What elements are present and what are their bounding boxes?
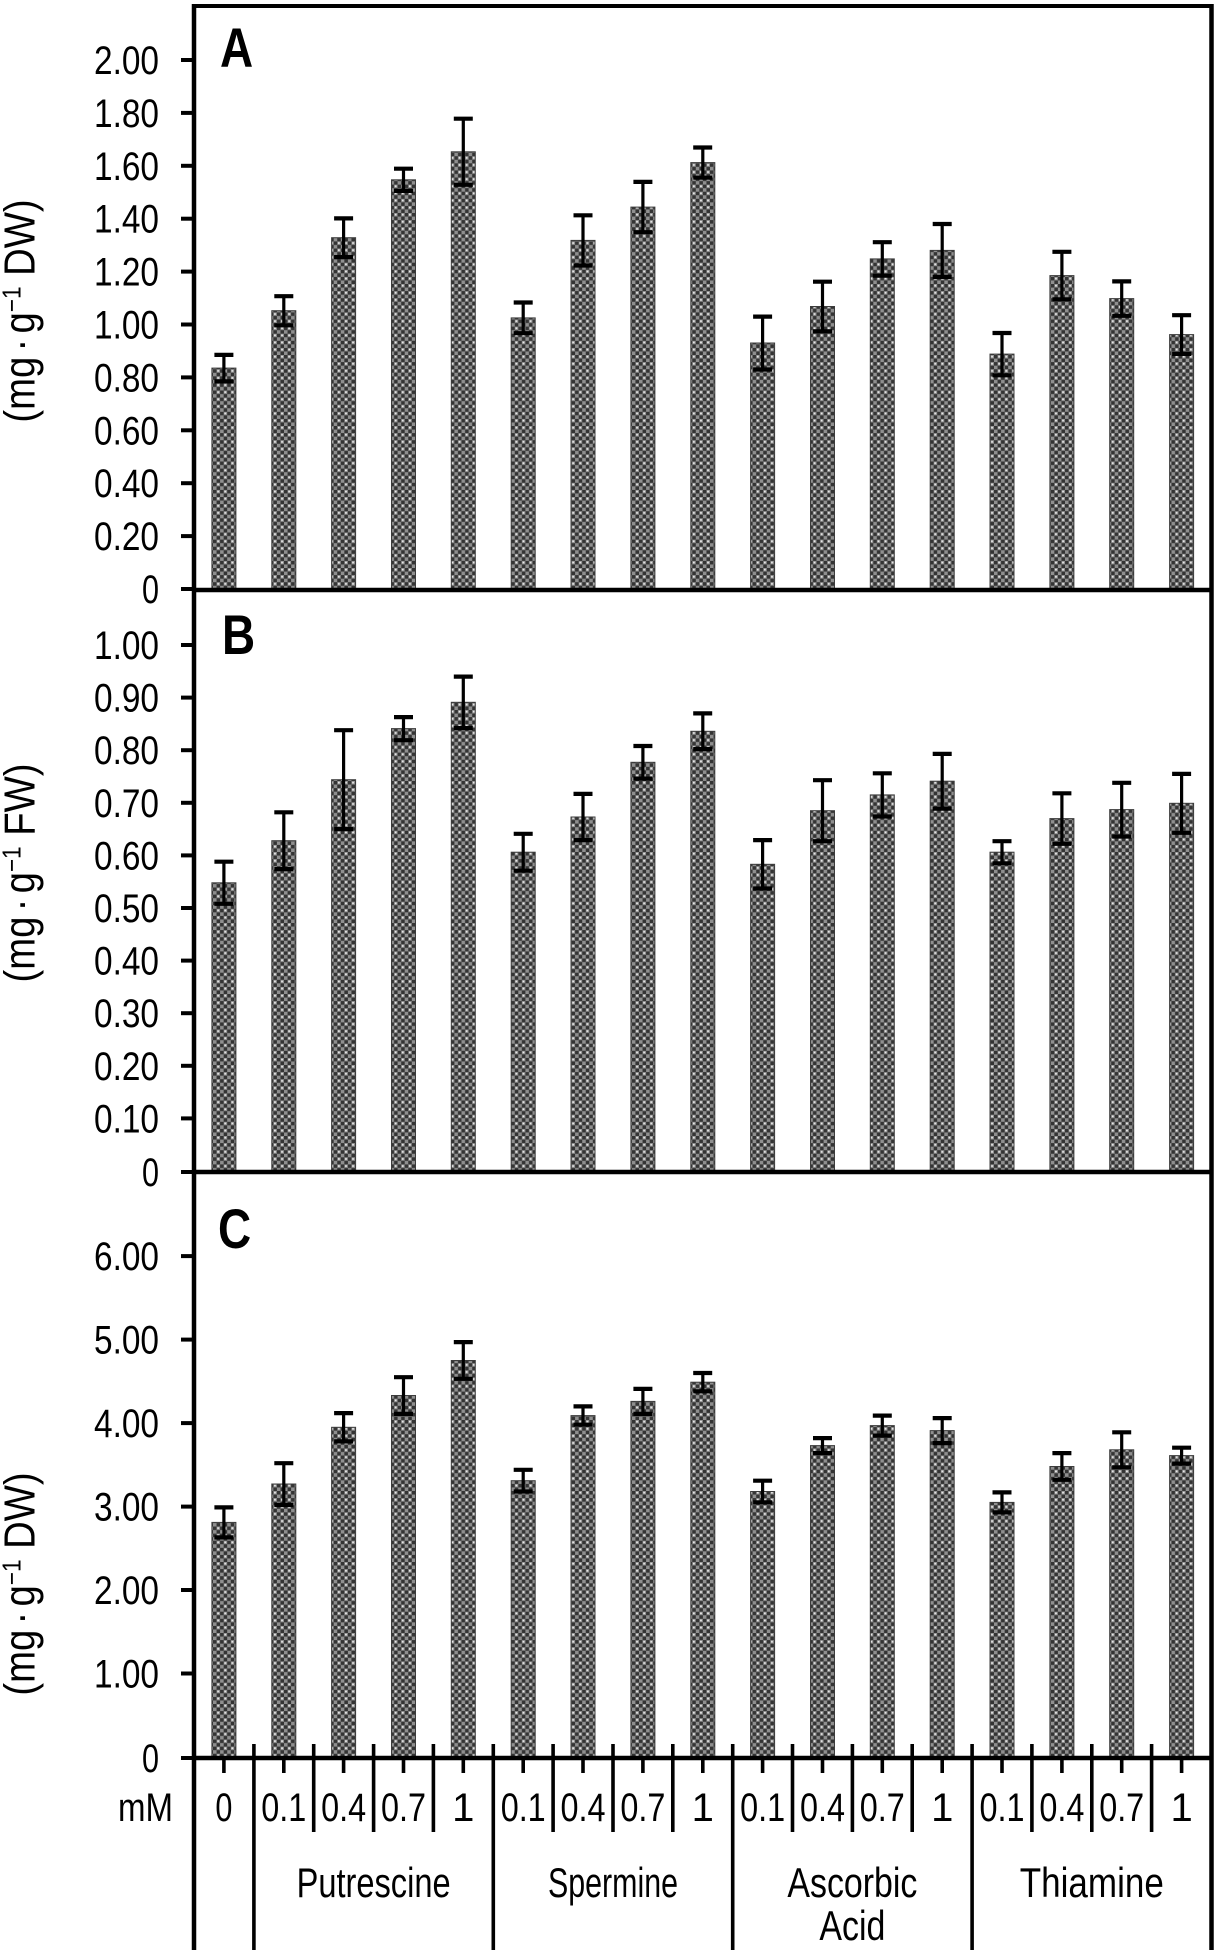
svg-text:1.00: 1.00 — [94, 1653, 159, 1697]
svg-text:0.4: 0.4 — [561, 1786, 606, 1830]
svg-text:0: 0 — [142, 1737, 159, 1781]
svg-text:0.7: 0.7 — [620, 1786, 665, 1830]
svg-text:0.70: 0.70 — [94, 782, 159, 826]
svg-text:0.10: 0.10 — [94, 1097, 159, 1141]
svg-text:6.00: 6.00 — [94, 1235, 159, 1279]
svg-text:1.00: 1.00 — [94, 624, 159, 668]
svg-text:0: 0 — [215, 1786, 232, 1830]
svg-text:Putrescine: Putrescine — [297, 1859, 451, 1906]
svg-text:2.00: 2.00 — [94, 1569, 159, 1613]
svg-text:1: 1 — [692, 1786, 714, 1830]
svg-text:0.7: 0.7 — [860, 1786, 905, 1830]
svg-text:0: 0 — [142, 568, 159, 612]
svg-text:0.60: 0.60 — [94, 834, 159, 878]
svg-text:C: C — [218, 1198, 251, 1260]
svg-text:0.80: 0.80 — [94, 729, 159, 773]
svg-text:(mg·g−1 FW): (mg·g−1 FW) — [0, 763, 44, 982]
svg-text:0.40: 0.40 — [94, 462, 159, 506]
svg-text:0.7: 0.7 — [381, 1786, 426, 1830]
svg-text:0.20: 0.20 — [94, 515, 159, 559]
svg-text:0.80: 0.80 — [94, 356, 159, 400]
svg-text:Thiamine: Thiamine — [1020, 1859, 1164, 1906]
svg-text:1.80: 1.80 — [94, 92, 159, 136]
svg-text:1: 1 — [1170, 1786, 1192, 1830]
svg-text:0.4: 0.4 — [800, 1786, 845, 1830]
svg-text:4.00: 4.00 — [94, 1402, 159, 1446]
svg-text:1.60: 1.60 — [94, 145, 159, 189]
svg-text:(mg·g−1 DW): (mg·g−1 DW) — [0, 1472, 44, 1695]
svg-text:1.20: 1.20 — [94, 251, 159, 295]
svg-text:3.00: 3.00 — [94, 1486, 159, 1530]
svg-text:mM: mM — [118, 1786, 173, 1830]
svg-text:2.00: 2.00 — [94, 39, 159, 83]
svg-text:0.4: 0.4 — [1039, 1786, 1084, 1830]
svg-text:1.40: 1.40 — [94, 198, 159, 242]
svg-text:5.00: 5.00 — [94, 1319, 159, 1363]
svg-text:0.1: 0.1 — [261, 1786, 306, 1830]
svg-text:0.1: 0.1 — [980, 1786, 1025, 1830]
svg-text:1: 1 — [931, 1786, 953, 1830]
svg-text:1: 1 — [452, 1786, 474, 1830]
svg-text:Acid: Acid — [819, 1902, 885, 1949]
svg-text:0.1: 0.1 — [740, 1786, 785, 1830]
svg-text:A: A — [220, 17, 253, 79]
svg-text:B: B — [222, 604, 255, 666]
svg-text:0.30: 0.30 — [94, 992, 159, 1036]
svg-text:Ascorbic: Ascorbic — [787, 1859, 917, 1906]
svg-text:Spermine: Spermine — [548, 1859, 678, 1906]
svg-text:0.60: 0.60 — [94, 409, 159, 453]
svg-text:0.1: 0.1 — [501, 1786, 546, 1830]
svg-text:0.40: 0.40 — [94, 940, 159, 984]
svg-text:0: 0 — [142, 1151, 159, 1195]
svg-text:0.7: 0.7 — [1099, 1786, 1144, 1830]
svg-text:0.90: 0.90 — [94, 677, 159, 721]
svg-text:0.20: 0.20 — [94, 1045, 159, 1089]
svg-text:1.00: 1.00 — [94, 304, 159, 348]
svg-text:0.4: 0.4 — [321, 1786, 366, 1830]
svg-text:0.50: 0.50 — [94, 887, 159, 931]
